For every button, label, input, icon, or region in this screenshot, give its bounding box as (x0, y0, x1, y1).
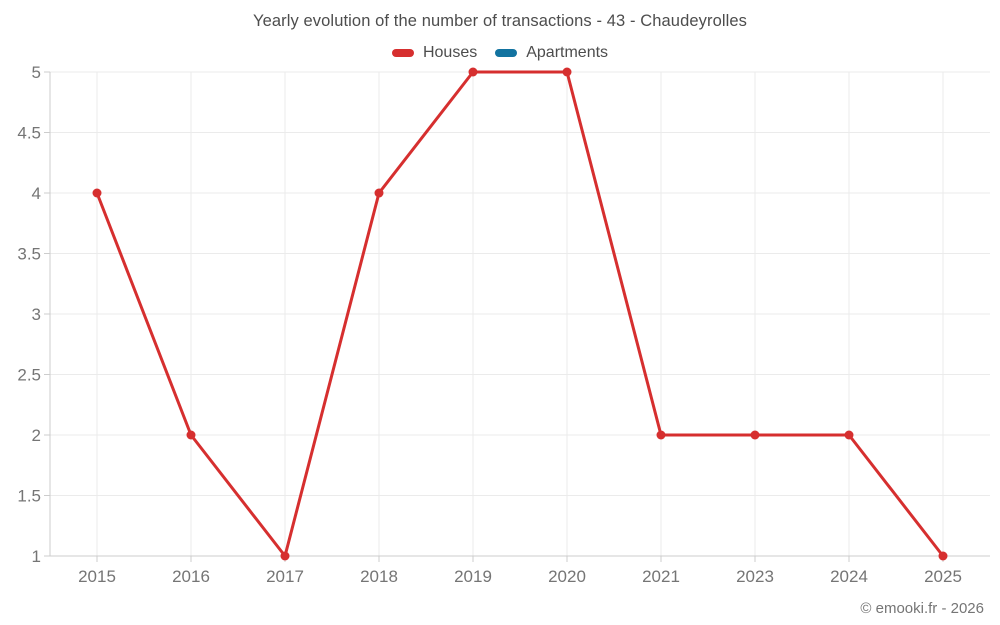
data-point-houses (750, 430, 760, 440)
x-tick-label: 2018 (360, 567, 398, 586)
data-point-houses (374, 188, 384, 198)
apartments-legend-swatch (495, 49, 518, 57)
x-tick-label: 2023 (736, 567, 774, 586)
apartments-legend-label: Apartments (526, 44, 609, 61)
series-line-houses (95, 70, 945, 558)
y-tick-label: 1.5 (17, 487, 41, 506)
data-point-houses (562, 67, 572, 77)
x-tick-label: 2017 (266, 567, 304, 586)
y-tick-label: 1 (32, 547, 41, 566)
houses-legend-label: Houses (422, 44, 478, 61)
y-tick-label: 4 (32, 184, 41, 203)
y-tick-label: 3.5 (17, 245, 41, 264)
x-tick-label: 2021 (642, 567, 680, 586)
legend-item-houses[interactable]: Houses (391, 44, 478, 62)
y-tick-label: 3 (32, 305, 41, 324)
y-tick-label: 5 (32, 63, 41, 82)
x-tick-label: 2024 (830, 567, 868, 586)
data-point-houses (844, 430, 854, 440)
x-tick-label: 2015 (78, 567, 116, 586)
data-point-houses (280, 551, 290, 561)
data-point-houses (186, 430, 196, 440)
houses-legend-swatch (391, 49, 414, 57)
data-point-houses (938, 551, 948, 561)
legend-item-apartments[interactable]: Apartments (495, 44, 608, 62)
data-point-houses (92, 188, 102, 198)
data-point-houses (656, 430, 666, 440)
chart-title: Yearly evolution of the number of transa… (252, 12, 748, 30)
y-tick-label: 2 (32, 426, 41, 445)
x-tick-label: 2016 (172, 567, 210, 586)
x-tick-label: 2025 (924, 567, 962, 586)
y-tick-label: 4.5 (17, 124, 41, 143)
data-point-houses (468, 67, 478, 77)
legend: Houses Apartments (0, 44, 1000, 62)
x-tick-label: 2019 (454, 567, 492, 586)
copyright-watermark: © emooki.fr - 2026 (860, 600, 984, 617)
y-tick-label: 2.5 (17, 366, 41, 385)
x-tick-label: 2020 (548, 567, 586, 586)
